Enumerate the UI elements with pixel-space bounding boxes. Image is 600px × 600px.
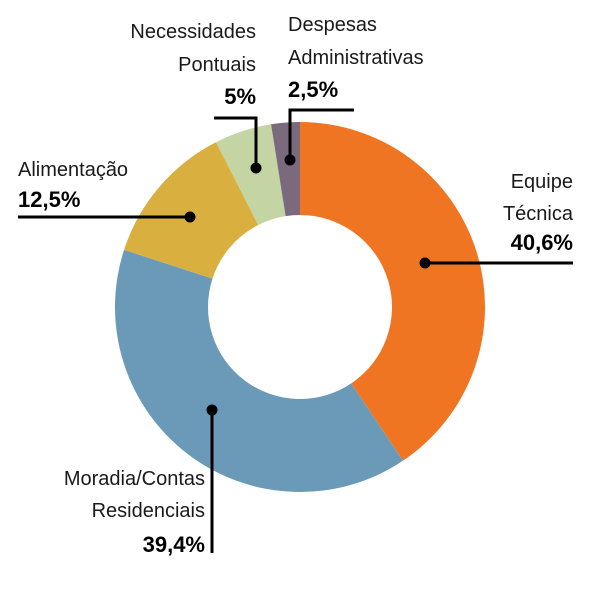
slice-alimentacao [124, 142, 259, 279]
leader-dot-necessidades-pontuais [250, 162, 262, 174]
slice-label-despesas-administrativas: Despesas [288, 14, 377, 36]
leader-dot-equipe-tecnica [419, 257, 431, 269]
slice-necessidades-pontuais [216, 124, 286, 226]
leader-dot-despesas-administrativas [284, 154, 296, 166]
slice-label-equipe-tecnica: Equipe [511, 171, 573, 193]
slice-label-despesas-administrativas: Administrativas [288, 47, 424, 69]
slice-equipe-tecnica [300, 122, 486, 461]
leader-dot-alimentacao [184, 211, 196, 223]
slice-label-equipe-tecnica: Técnica [503, 203, 574, 225]
slice-label-necessidades-pontuais: Pontuais [178, 54, 256, 76]
leader-line-necessidades-pontuais [214, 116, 258, 168]
slice-label-moradia-contas-residenciais: Moradia/Contas [64, 468, 205, 490]
slice-value-necessidades-pontuais: 5% [224, 84, 256, 109]
slice-value-despesas-administrativas: 2,5% [288, 77, 338, 102]
slice-label-alimentacao: Alimentação [18, 159, 128, 181]
chart-labels: Equipe Técnica 40,6% Moradia/Contas Residenc… [18, 14, 574, 557]
slice-value-equipe-tecnica: 40,6% [511, 230, 573, 255]
leader-line-despesas-administrativas [288, 108, 354, 160]
slice-label-necessidades-pontuais: Necessidades [130, 21, 256, 43]
leader-dot-moradia-contas-residenciais [206, 404, 218, 416]
slice-value-moradia-contas-residenciais: 39,4% [143, 532, 205, 557]
chart-leader-lines [18, 108, 573, 553]
slice-moradia-contas-residenciais [115, 249, 404, 492]
slice-label-moradia-contas-residenciais: Residenciais [92, 500, 205, 522]
slice-despesas-administrativas [271, 122, 300, 217]
slice-value-alimentacao: 12,5% [18, 187, 80, 212]
chart-slices [115, 122, 486, 492]
